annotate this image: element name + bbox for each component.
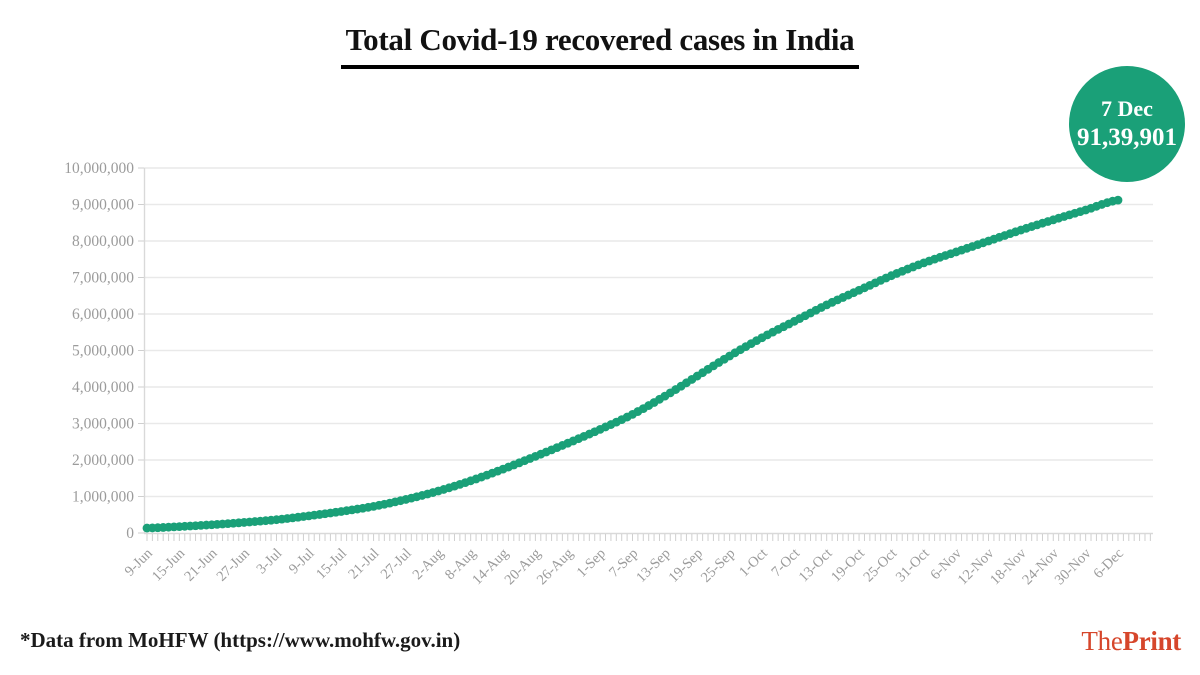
y-axis-label: 1,000,000 xyxy=(72,489,134,506)
y-axis-label: 3,000,000 xyxy=(72,416,134,433)
y-axis-label: 8,000,000 xyxy=(72,233,134,250)
x-axis-label: 1-Sep xyxy=(574,546,609,581)
x-axis-label: 26-Aug xyxy=(534,546,577,589)
title-row: Total Covid-19 recovered cases in India xyxy=(0,22,1200,69)
x-axis-label: 27-Jun xyxy=(214,545,254,585)
page-title: Total Covid-19 recovered cases in India xyxy=(340,22,860,69)
x-axis-label: 13-Sep xyxy=(633,546,673,586)
theprint-logo-print: Print xyxy=(1122,626,1182,656)
x-axis-label: 1-Oct xyxy=(736,546,771,581)
x-axis-label: 21-Jul xyxy=(345,546,382,583)
x-axis-label: 21-Jun xyxy=(181,545,221,585)
y-axis-label: 0 xyxy=(126,525,134,542)
x-axis-label: 19-Oct xyxy=(828,546,868,586)
x-axis-label: 30-Nov xyxy=(1052,545,1095,588)
data-source-note: *Data from MoHFW (https://www.mohfw.gov.… xyxy=(20,628,461,652)
y-axis-label: 7,000,000 xyxy=(72,270,134,287)
theprint-logo-the: The xyxy=(1081,626,1123,656)
x-axis-label: 6-Dec xyxy=(1090,546,1126,582)
y-axis-label: 6,000,000 xyxy=(72,306,134,323)
x-axis-label: 2-Aug xyxy=(410,546,448,584)
x-axis-label: 15-Jul xyxy=(313,546,350,583)
latest-value-badge: 7 Dec 91,39,901 xyxy=(1069,66,1185,182)
badge-date: 7 Dec xyxy=(1101,96,1153,122)
x-axis-label: 27-Jul xyxy=(378,546,415,583)
x-axis-label: 25-Sep xyxy=(698,546,738,586)
y-axis-label: 4,000,000 xyxy=(72,379,134,396)
x-axis-label: 19-Sep xyxy=(666,546,706,586)
badge-value: 91,39,901 xyxy=(1077,123,1177,151)
x-axis-label: 9-Jul xyxy=(286,546,318,578)
x-axis-label: 15-Jun xyxy=(149,545,189,585)
data-point-dot xyxy=(1113,195,1123,205)
y-axis-label: 5,000,000 xyxy=(72,343,134,360)
theprint-logo: ThePrint xyxy=(1081,626,1181,657)
y-axis-label: 2,000,000 xyxy=(72,452,134,469)
x-axis-label: 13-Oct xyxy=(796,546,836,586)
x-axis-label: 25-Oct xyxy=(860,546,900,586)
y-axis-label: 10,000,000 xyxy=(64,160,134,177)
x-axis-label: 3-Jul xyxy=(253,546,285,578)
y-axis-label: 9,000,000 xyxy=(72,197,134,214)
x-axis-label: 31-Oct xyxy=(893,546,933,586)
